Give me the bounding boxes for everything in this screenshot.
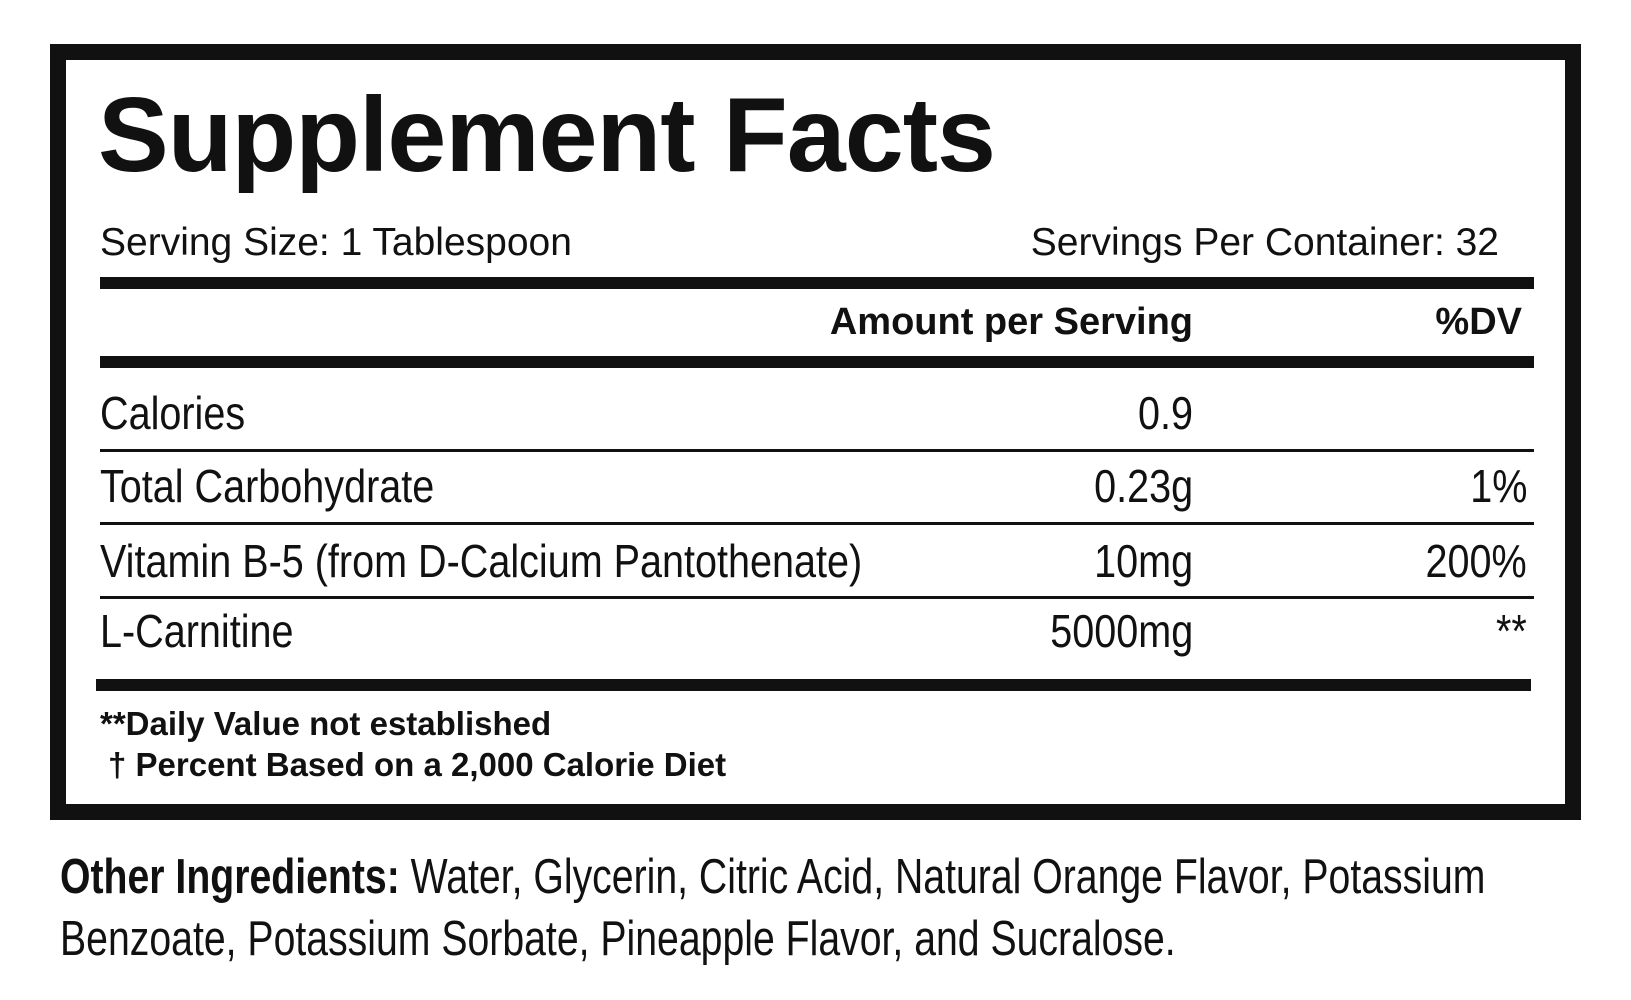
nutrient-name: Calories <box>100 387 246 439</box>
nutrient-name: L-Carnitine <box>100 605 294 657</box>
daily-value-cell: 1% <box>1461 463 1527 509</box>
nutrient-name: Vitamin B-5 (from D-Calcium Pantothenate… <box>100 535 863 587</box>
amount-cell: 10mg <box>1078 538 1193 584</box>
daily-value-cell: ** <box>1491 608 1527 654</box>
other-ingredients: Other Ingredients: Water, Glycerin, Citr… <box>60 846 1580 970</box>
daily-value: 1% <box>1469 460 1527 512</box>
amount: 10mg <box>1094 535 1193 587</box>
daily-value-cell: 200% <box>1409 538 1527 584</box>
daily-value: ** <box>1496 605 1527 657</box>
thick-rule <box>100 356 1534 368</box>
nutrient-name-cell: Calories <box>100 390 269 436</box>
nutrient-name-cell: Vitamin B-5 (from D-Calcium Pantothenate… <box>100 538 986 584</box>
ingredients-text: Water, Glycerin, Citric Acid, Natural Or… <box>60 850 1486 966</box>
amount: 0.23g <box>1093 460 1193 512</box>
servings-per-container: Servings Per Container: 32 <box>1030 221 1499 264</box>
amount: 0.9 <box>1138 387 1193 439</box>
thick-rule <box>100 277 1534 289</box>
nutrient-name-cell: L-Carnitine <box>100 608 325 654</box>
thick-rule <box>96 679 1531 691</box>
footnote: † Percent Based on a 2,000 Calorie Diet <box>108 746 727 783</box>
amount-header: Amount per Serving <box>829 301 1193 343</box>
amount-cell: 5000mg <box>1027 608 1193 654</box>
ingredients-label: Other Ingredients: <box>60 850 400 904</box>
daily-value: 200% <box>1425 535 1527 587</box>
dv-header: %DV <box>1435 301 1522 343</box>
footnote: **Daily Value not established <box>100 705 552 742</box>
row-rule <box>100 522 1534 525</box>
title: Supplement Facts <box>98 76 996 194</box>
label-box <box>50 44 1581 820</box>
amount: 5000mg <box>1050 605 1193 657</box>
serving-size: Serving Size: 1 Tablespoon <box>100 221 572 264</box>
row-rule <box>100 449 1534 452</box>
nutrient-name-cell: Total Carbohydrate <box>100 463 489 509</box>
nutrient-name: Total Carbohydrate <box>100 460 435 512</box>
amount-cell: 0.23g <box>1078 463 1193 509</box>
amount-cell: 0.9 <box>1129 390 1193 436</box>
row-rule <box>100 596 1534 599</box>
